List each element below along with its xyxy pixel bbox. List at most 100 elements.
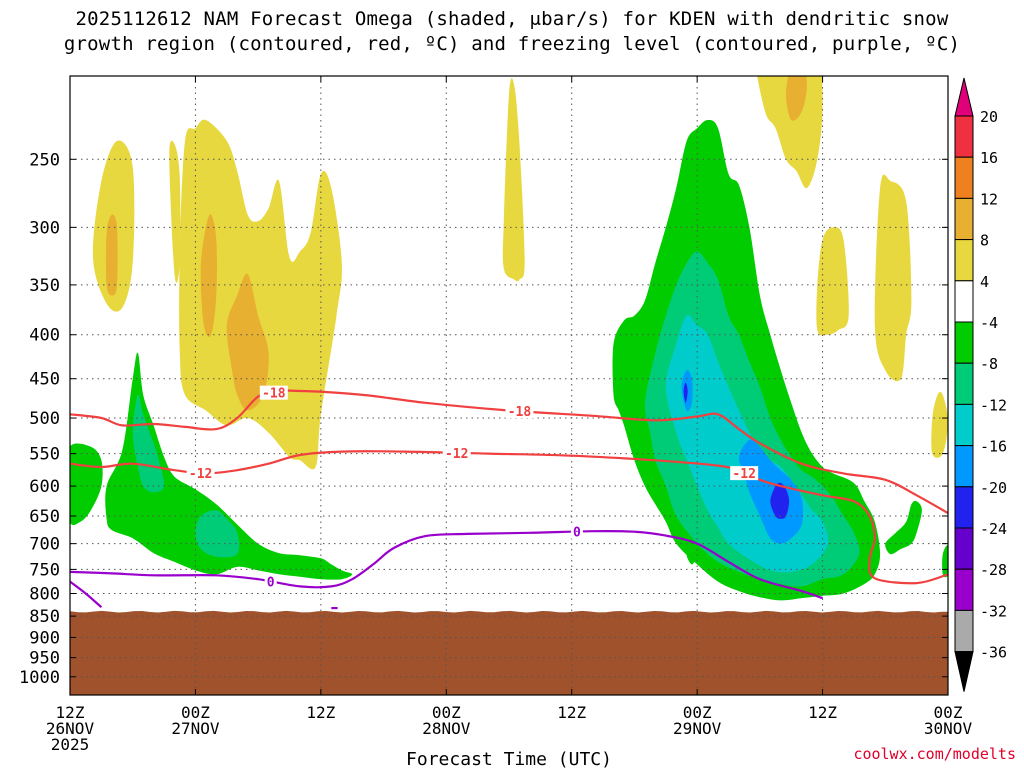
contour-label: -12 xyxy=(189,467,212,482)
omega-region-27 xyxy=(683,382,688,403)
contour-line xyxy=(70,529,823,600)
colorbar-segment xyxy=(954,239,974,282)
y-tick-label: 600 xyxy=(29,477,60,497)
colorbar-segment xyxy=(954,156,974,199)
colorbar-segment xyxy=(954,197,974,241)
omega-region-10 xyxy=(105,214,118,296)
x-tick-label: 00Z xyxy=(181,703,210,722)
omega-region-8 xyxy=(931,391,948,458)
colorbar-segment xyxy=(954,321,974,364)
colorbar-segment xyxy=(954,527,974,570)
contour-label: -18 xyxy=(262,387,286,402)
chart-title-line1: 2025112612 NAM Forecast Omega (shaded, μ… xyxy=(75,8,949,30)
x-tick-label: 00Z xyxy=(683,703,712,722)
colorbar-label: 12 xyxy=(980,190,998,208)
omega-region-21 xyxy=(195,510,240,558)
colorbar: 20 16 12 8 4 -4 -8 -12 -16 -20 -24 -28 -32 -36 xyxy=(954,77,1007,692)
colorbar-segment xyxy=(954,486,974,529)
chart-title-line2: growth region (contoured, red, ºC) and f… xyxy=(63,33,961,55)
x-tick-label: 29NOV xyxy=(673,719,722,738)
y-tick-label: 900 xyxy=(29,628,60,648)
omega-region-24 xyxy=(738,439,803,544)
omega-region-26 xyxy=(770,482,790,519)
site-credit[interactable]: coolwx.com/modelts xyxy=(853,745,1016,763)
colorbar-segment xyxy=(954,445,974,488)
omega-region-7 xyxy=(874,174,912,382)
colorbar-bottom-arrow xyxy=(954,651,974,692)
contour-line xyxy=(70,580,103,609)
x-tick-label: 27NOV xyxy=(171,719,220,738)
omega-region-13 xyxy=(786,76,807,121)
colorbar-segment xyxy=(954,568,974,611)
plot-frame xyxy=(69,75,949,696)
contour-label-bg xyxy=(570,524,583,539)
contour-layer: -18 -18 -12 -12 -12 0 0 xyxy=(70,385,948,610)
contour-label-bg xyxy=(264,574,277,589)
y-tick-label: 950 xyxy=(29,649,60,669)
x-tick-label: 12Z xyxy=(808,703,837,722)
omega-region-1 xyxy=(169,140,181,283)
grid-layer xyxy=(70,76,948,695)
colorbar-label: -36 xyxy=(980,644,1007,662)
x-tick-label: 26NOV xyxy=(46,719,95,738)
colorbar-label: 4 xyxy=(980,273,989,291)
y-tick-label: 750 xyxy=(29,560,60,580)
x-tick-label: 28NOV xyxy=(422,719,471,738)
y-tick-label: 800 xyxy=(29,584,60,604)
omega-region-17 xyxy=(885,500,922,555)
x-tick-label: 2025 xyxy=(51,735,90,754)
contour-label: -12 xyxy=(445,447,468,462)
x-axis-label: Forecast Time (UTC) xyxy=(406,749,612,768)
y-tick-label: 650 xyxy=(29,507,60,527)
colorbar-label: 20 xyxy=(980,108,998,126)
colorbar-label: -20 xyxy=(980,479,1007,497)
ground-layer xyxy=(70,610,948,695)
colorbar-label: 8 xyxy=(980,232,989,250)
omega-region-14 xyxy=(105,352,353,580)
contour-label: -18 xyxy=(508,405,532,420)
omega-region-4 xyxy=(502,78,525,282)
y-tick-label: 300 xyxy=(29,218,60,238)
contour-label-bg xyxy=(505,404,534,419)
ground-terrain xyxy=(70,610,948,695)
contour-label: 0 xyxy=(267,575,275,590)
colorbar-segment xyxy=(954,115,974,158)
y-tick-label: 850 xyxy=(29,607,60,627)
colorbar-label: -24 xyxy=(980,520,1007,538)
x-tick-label: 00Z xyxy=(934,703,963,722)
x-tick-label: 12Z xyxy=(557,703,586,722)
omega-region-11 xyxy=(200,214,217,337)
colorbar-segment xyxy=(954,403,974,447)
colorbar-top-arrow xyxy=(954,77,974,117)
x-tick-label: 30NOV xyxy=(924,719,973,738)
contour-label-bg xyxy=(730,466,759,481)
colorbar-label: -12 xyxy=(980,396,1007,414)
omega-shading-layer xyxy=(70,76,948,601)
colorbar-label: -28 xyxy=(980,561,1007,579)
colorbar-label: 16 xyxy=(980,149,998,167)
omega-region-5 xyxy=(757,76,823,189)
colorbar-label: -16 xyxy=(980,438,1007,456)
omega-region-18 xyxy=(686,551,698,565)
colorbar-label: -8 xyxy=(980,355,998,373)
y-tick-label: 1000 xyxy=(19,668,60,688)
colorbar-label: -32 xyxy=(980,602,1007,620)
y-tick-label: 450 xyxy=(29,370,60,390)
y-tick-label: 250 xyxy=(29,150,60,170)
y-tick-label: 500 xyxy=(29,409,60,429)
colorbar-segment xyxy=(954,280,974,323)
colorbar-segment xyxy=(954,362,974,405)
contour-label-bg xyxy=(186,465,215,480)
y-axis: 2503003504004505005506006507007508008509… xyxy=(19,150,948,688)
y-tick-label: 700 xyxy=(29,535,60,555)
y-tick-label: 350 xyxy=(29,276,60,296)
x-tick-label: 12Z xyxy=(56,703,85,722)
contour-label-bg xyxy=(442,445,471,460)
contour-label-bg xyxy=(259,385,288,400)
colorbar-label: -4 xyxy=(980,314,998,332)
colorbar-segment xyxy=(954,609,974,653)
omega-region-2 xyxy=(179,119,342,470)
x-tick-label: 00Z xyxy=(432,703,461,722)
